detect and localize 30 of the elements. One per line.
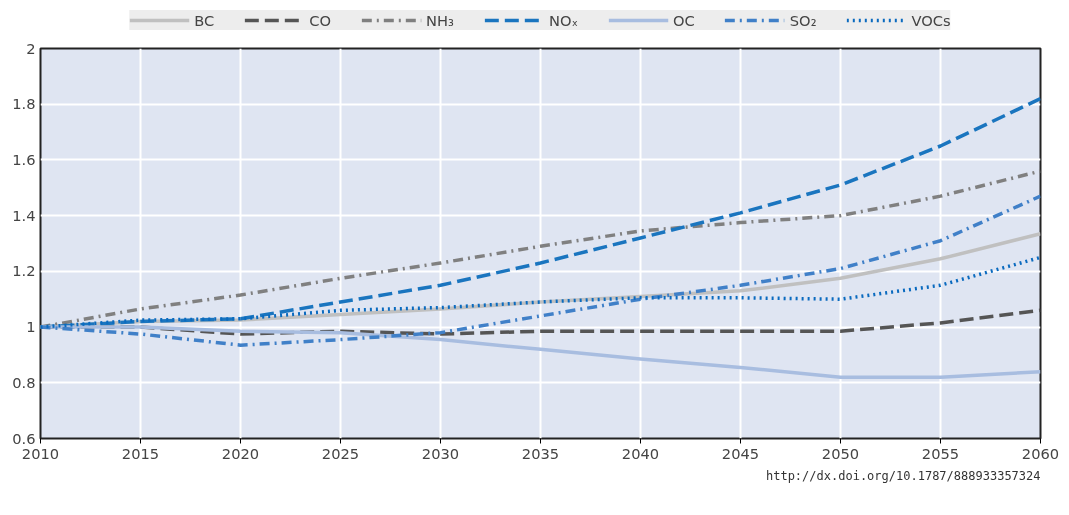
- y-tick-label: 0.8: [12, 373, 36, 391]
- legend-label: CO: [309, 11, 332, 29]
- x-tick-label: 2040: [621, 444, 660, 462]
- legend-label: OC: [673, 11, 695, 29]
- y-tick-label: 1.8: [12, 95, 36, 113]
- line-series: [40, 194, 1041, 347]
- x-tick-label: 2045: [721, 444, 760, 462]
- text: http://dx.doi.org/10.1787/888933357324: [765, 468, 1041, 483]
- x-tick-label: 2055: [921, 444, 960, 462]
- x-tick-label: 2050: [821, 444, 860, 462]
- x-tick-label: 2010: [21, 444, 60, 462]
- x-tick-label: 2060: [1021, 444, 1060, 462]
- x-tick-label: 2035: [521, 444, 560, 462]
- y-tick-label: 1.2: [12, 262, 36, 280]
- legend-label: NH₃: [426, 11, 454, 29]
- line-series: [40, 255, 1041, 329]
- y-tick-label: 1: [26, 318, 36, 336]
- legend-label: SO₂: [789, 11, 817, 29]
- legend-label: NOₓ: [548, 11, 579, 29]
- legend-label: VOCs: [911, 11, 951, 29]
- y-tick-label: 1.6: [12, 150, 36, 168]
- x-tick-label: 2020: [221, 444, 260, 462]
- x-tick-label: 2030: [421, 444, 460, 462]
- legend-label: BC: [194, 11, 215, 29]
- x-tick-label: 2015: [121, 444, 160, 462]
- y-tick-label: 0.6: [12, 429, 36, 447]
- y-tick-label: 1.4: [12, 206, 36, 224]
- y-tick-label: 2: [26, 39, 36, 57]
- line-series: [40, 325, 1041, 379]
- x-tick-label: 2025: [321, 444, 360, 462]
